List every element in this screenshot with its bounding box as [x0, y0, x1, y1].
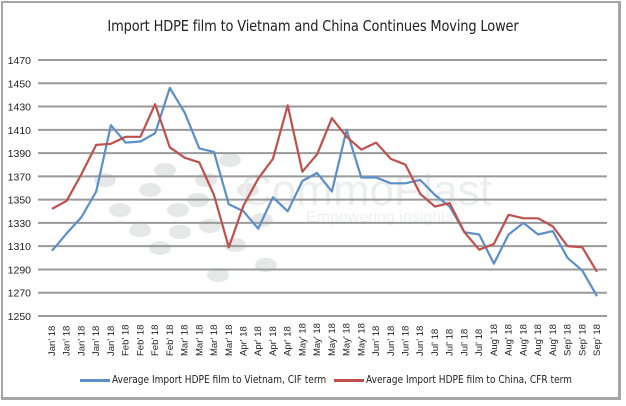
legend-swatch-china	[334, 378, 364, 382]
watermark-dot	[109, 203, 131, 217]
watermark-tagline: Empowering insights	[306, 209, 454, 226]
x-tick-label: Apr' 18	[268, 326, 279, 356]
x-tick-label: Aug' 18	[504, 324, 515, 356]
watermark-dot	[149, 241, 171, 255]
y-tick-label: 1290	[8, 264, 32, 276]
watermark-dot	[154, 163, 176, 177]
x-tick-label: May' 18	[356, 323, 367, 356]
x-tick-label: Aug' 18	[548, 324, 559, 356]
x-axis-ticks: Jan' 18 Jan' 18 Jan' 18 Jan' 18 Jan' 18 Feb' …	[47, 323, 603, 356]
x-tick-label: Sep' 18	[563, 324, 574, 356]
series-lines	[51, 86, 598, 297]
x-tick-label: Jan' 18	[62, 326, 73, 356]
x-tick-label: Aug' 18	[533, 324, 544, 356]
x-tick-label: Jul' 18	[459, 329, 470, 356]
x-tick-label: Aug' 18	[518, 324, 529, 356]
watermark-dot	[207, 268, 229, 282]
x-tick-label: Jan' 18	[47, 326, 58, 356]
y-tick-label: 1390	[8, 148, 32, 160]
x-tick-label: Feb' 18	[150, 325, 161, 356]
y-tick-label: 1430	[8, 102, 32, 114]
x-tick-label: Apr' 18	[253, 326, 264, 356]
x-tick-label: Jan' 18	[106, 326, 117, 356]
x-tick-label: Mar' 18	[209, 325, 220, 356]
x-tick-label: Apr' 18	[283, 326, 294, 356]
x-tick-label: Feb' 18	[165, 325, 176, 356]
x-tick-label: Jun' 18	[415, 326, 426, 356]
x-tick-label: Jun' 18	[401, 326, 412, 356]
x-tick-label: May' 18	[327, 323, 338, 356]
y-tick-label: 1450	[8, 78, 32, 90]
legend-label-china: Average Import HDPE film to China, CFR t…	[366, 374, 572, 386]
x-tick-label: Feb' 18	[121, 325, 132, 356]
legend-item-china: Average Import HDPE film to China, CFR t…	[334, 374, 606, 386]
watermark-brand: CommoPlast	[240, 166, 492, 215]
x-tick-label: Feb' 18	[135, 325, 146, 356]
x-tick-label: Jan' 18	[91, 326, 102, 356]
chart-title: Import HDPE film to Vietnam and China Co…	[107, 17, 519, 35]
x-tick-label: Sep' 18	[577, 324, 588, 356]
x-tick-label: May' 18	[297, 323, 308, 356]
y-tick-label: 1370	[8, 171, 32, 183]
y-tick-label: 1310	[8, 241, 32, 253]
x-tick-label: May' 18	[312, 323, 323, 356]
y-tick-label: 1250	[8, 311, 32, 323]
y-tick-label: 1470	[8, 55, 32, 67]
y-axis-ticks: 1250 1270 1290 1310 1330 1350 1370 1390 1410 1430…	[8, 55, 32, 323]
x-tick-label: Jan' 18	[76, 326, 87, 356]
x-tick-label: Jul' 18	[430, 329, 441, 356]
legend-item-vietnam: Average Import HDPE film to Vietnam, CIF…	[80, 374, 361, 386]
gridlines	[38, 59, 607, 317]
watermark-dot	[199, 219, 221, 233]
series-line-china	[51, 103, 598, 273]
y-tick-label: 1410	[8, 125, 32, 137]
x-tick-label: Aug' 18	[489, 324, 500, 356]
x-tick-label: Mar' 18	[194, 325, 205, 356]
x-tick-label: May' 18	[342, 323, 353, 356]
x-tick-label: Mar' 18	[180, 325, 191, 356]
y-tick-label: 1330	[8, 218, 32, 230]
x-tick-label: Jun' 18	[386, 326, 397, 356]
x-tick-label: Sep' 18	[592, 324, 603, 356]
series-line-vietnam	[51, 86, 598, 297]
watermark-dot	[224, 238, 246, 252]
x-tick-label: Apr' 18	[238, 326, 249, 356]
watermark-dot	[139, 183, 161, 197]
watermark-dot	[167, 203, 189, 217]
x-tick-label: Jul' 18	[445, 329, 456, 356]
watermark-dot	[169, 225, 191, 239]
x-tick-label: Mar' 18	[224, 325, 235, 356]
x-tick-label: Jun' 18	[371, 326, 382, 356]
watermark-dot	[129, 223, 151, 237]
y-tick-label: 1350	[8, 195, 32, 207]
y-tick-label: 1270	[8, 288, 32, 300]
legend-swatch-vietnam	[80, 378, 110, 382]
legend-label-vietnam: Average Import HDPE film to Vietnam, CIF…	[112, 374, 327, 386]
watermark-dot	[219, 153, 241, 167]
x-tick-label: Jul' 18	[474, 329, 485, 356]
